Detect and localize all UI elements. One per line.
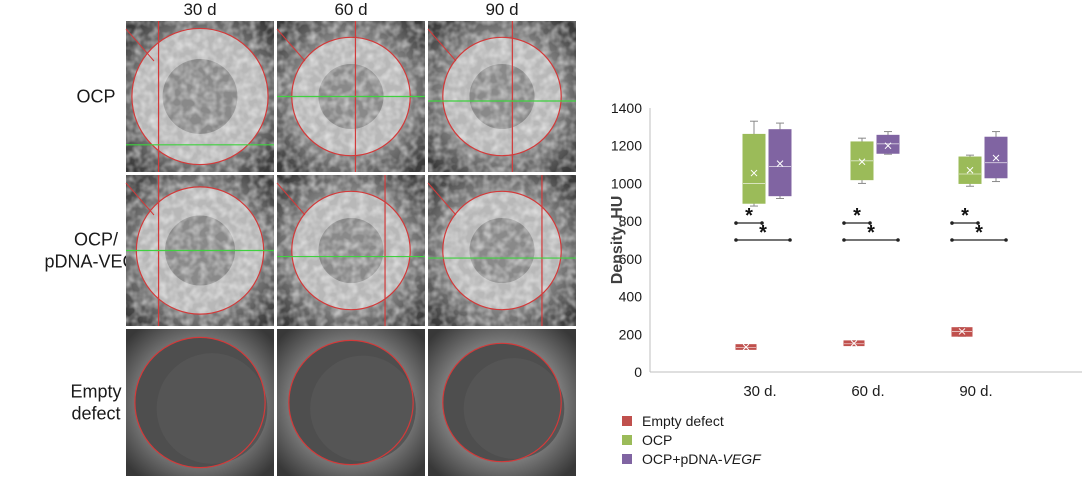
ct-image-tile (125, 175, 274, 326)
box-plot (951, 327, 973, 337)
ct-image-grid: 30 d 60 d 90 d OCP OCP/pDNA-VEGF Empty defect (44, 0, 576, 476)
significance-bracket: * (842, 205, 872, 227)
significance-star: * (745, 205, 753, 227)
measurement-circle (131, 27, 269, 166)
legend-swatch (622, 435, 632, 445)
ct-image-tile (428, 329, 576, 476)
mean-marker (850, 339, 858, 347)
ct-image-tile (427, 21, 576, 172)
y-tick-label: 1000 (611, 175, 642, 191)
mean-marker (750, 169, 758, 177)
significance-bracket: * (950, 222, 1008, 244)
significance-bracket: * (842, 222, 900, 244)
mean-marker (966, 166, 974, 174)
row-label: pDNA-VEGF (44, 252, 147, 272)
x-tick-label: 30 d. (743, 383, 776, 400)
significance-bracket: * (734, 205, 764, 227)
row-label: defect (71, 404, 120, 424)
box-plot (850, 137, 874, 184)
y-tick-label: 600 (619, 251, 643, 267)
significance-bracket: * (950, 205, 980, 227)
density-chart: 0 200 400 600 800 1000 1200 1400 Density, HU 30 d… (600, 0, 1084, 480)
legend-swatch (622, 454, 632, 464)
y-tick-label: 200 (619, 326, 643, 342)
ct-image-tile (277, 329, 425, 476)
column-header: 60 d (334, 0, 367, 19)
x-tick-label: 60 d. (851, 383, 884, 400)
box (742, 133, 766, 204)
measurement-circle (291, 190, 411, 311)
row-label: OCP/ (74, 230, 118, 250)
x-tick-label: 90 d. (959, 383, 992, 400)
box-plot (768, 122, 792, 200)
legend-entry: Empty defect (622, 413, 724, 429)
significance-star: * (975, 222, 983, 244)
mean-marker (742, 343, 750, 351)
mean-marker (992, 154, 1000, 162)
box-plot (984, 131, 1008, 183)
measurement-circle (442, 190, 562, 311)
y-tick-label: 1200 (611, 138, 642, 154)
y-tick-label: 800 (619, 213, 643, 229)
legend-label: OCP (642, 432, 672, 448)
mean-marker (884, 142, 892, 150)
y-tick-label: 1400 (611, 100, 642, 116)
mean-marker (858, 158, 866, 166)
ct-image-tile (427, 175, 576, 326)
significance-star: * (867, 222, 875, 244)
ct-image-tile (276, 21, 425, 172)
significance-star: * (853, 205, 861, 227)
density-chart-svg: 0 200 400 600 800 1000 1200 1400 Density, HU 30 d… (609, 100, 1082, 467)
box (768, 129, 792, 197)
ct-image-tile (125, 21, 274, 172)
y-tick-label: 0 (634, 364, 642, 380)
legend-entry: OCP+pDNA-VEGF (622, 451, 762, 467)
legend-label: OCP+pDNA-VEGF (642, 451, 762, 467)
column-header: 90 d (485, 0, 518, 19)
significance-bracket: * (734, 222, 792, 244)
box-plot (735, 343, 757, 351)
legend-swatch (622, 416, 632, 426)
measurement-circle (442, 342, 562, 463)
column-header: 30 d (183, 0, 216, 19)
box-plot (843, 339, 865, 347)
box (876, 134, 900, 154)
box-plot (876, 131, 900, 155)
box-plot (742, 120, 766, 207)
mean-marker (958, 328, 966, 335)
ct-image-tile (126, 329, 274, 476)
row-label: Empty (70, 382, 121, 402)
ct-image-tile (276, 175, 425, 326)
row-label: OCP (76, 87, 115, 107)
y-axis-label: Density, HU (609, 196, 626, 285)
measurement-circle (288, 339, 414, 466)
mean-marker (776, 160, 784, 167)
y-tick-label: 400 (619, 289, 643, 305)
legend-entry: OCP (622, 432, 672, 448)
box-plot (958, 154, 982, 187)
legend-label: Empty defect (642, 413, 724, 429)
measurement-circle (442, 36, 562, 157)
significance-star: * (759, 222, 767, 244)
measurement-circle (134, 336, 266, 469)
significance-star: * (961, 205, 969, 227)
